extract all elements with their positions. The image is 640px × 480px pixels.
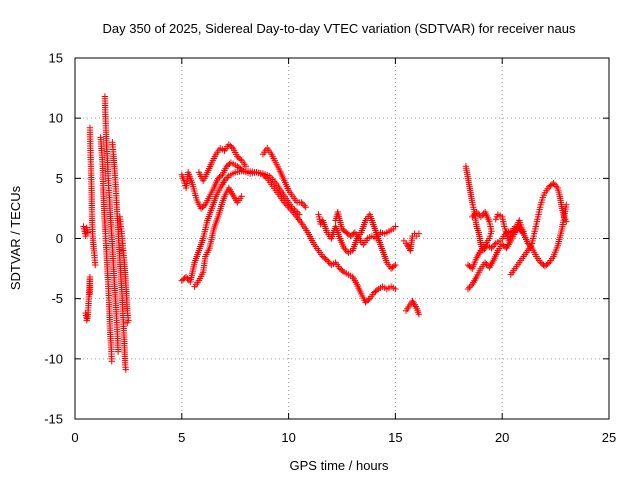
data-point-h: [200, 202, 208, 210]
data-point-g: [373, 287, 381, 294]
data-point-h: [217, 172, 225, 180]
data-point-r: [544, 260, 551, 267]
x-tick-label: 0: [71, 430, 78, 445]
data-point-q: [473, 208, 480, 216]
data-point-a: [86, 290, 94, 298]
data-point-l: [390, 262, 398, 270]
data-point-p: [466, 284, 473, 291]
data-point-g: [365, 296, 372, 304]
data-point-r: [517, 227, 524, 234]
x-axis-label: GPS time / hours: [290, 458, 389, 473]
y-tick-label: 15: [49, 51, 63, 66]
data-point-q: [480, 210, 487, 217]
data-point-j: [236, 155, 244, 163]
data-point-q: [481, 208, 489, 216]
data-point-m: [392, 223, 399, 230]
data-point-j: [242, 163, 250, 170]
data-point-g: [184, 275, 191, 282]
data-point-r: [518, 228, 526, 236]
data-point-n: [415, 311, 423, 318]
data-point-l: [340, 244, 348, 252]
x-tick-label: 10: [281, 430, 295, 445]
y-tick-label: 10: [49, 111, 63, 126]
x-tick-label: 20: [495, 430, 509, 445]
data-point-g: [322, 255, 329, 263]
plot-frame: [74, 57, 610, 420]
data-point-q: [470, 212, 477, 219]
data-point-p: [467, 282, 475, 290]
data-point-d: [114, 348, 122, 355]
data-point-o: [488, 244, 495, 252]
data-point-p: [464, 285, 472, 293]
data-point-b: [92, 261, 99, 269]
data-point-k: [299, 200, 307, 208]
data-point-l: [392, 261, 399, 269]
data-point-g: [392, 285, 399, 293]
chart-title: Day 350 of 2025, Sidereal Day-to-day VTE…: [102, 21, 576, 36]
data-point-n: [415, 230, 423, 237]
x-axis-ticks: 0 5 10 15 20 25: [71, 58, 616, 445]
data-point-g: [323, 256, 331, 264]
x-tick-label: 15: [388, 430, 402, 445]
data-point-p: [481, 259, 489, 266]
y-tick-label: -15: [44, 412, 63, 427]
data-point-k: [301, 202, 308, 209]
data-point-h: [237, 165, 244, 172]
data-point-g: [222, 175, 230, 183]
data-point-i: [238, 193, 245, 200]
data-point-h: [289, 205, 297, 212]
data-point-f: [124, 319, 131, 326]
y-tick-label: -5: [51, 291, 63, 306]
data-point-g: [224, 174, 231, 181]
y-tick-label: -10: [44, 351, 63, 366]
data-point-k: [302, 204, 309, 211]
data-point-k: [298, 199, 305, 206]
data-point-g: [339, 267, 346, 275]
data-point-e: [122, 366, 130, 373]
y-tick-label: 0: [56, 231, 63, 246]
data-point-h: [291, 206, 298, 214]
y-tick-label: 5: [56, 171, 63, 186]
data-point-h: [234, 163, 241, 170]
x-tick-label: 5: [178, 430, 185, 445]
data-point-j: [228, 143, 235, 151]
data-point-g: [221, 177, 228, 184]
grid: [75, 58, 609, 419]
y-axis-ticks: -15 -10 -5 0 5 10 15: [44, 51, 609, 427]
data-point-s: [553, 183, 560, 190]
data-point-m: [350, 230, 357, 237]
data-point-h: [294, 209, 301, 217]
data-point-q: [477, 213, 485, 221]
data-point-a: [84, 229, 92, 236]
data-point-h: [238, 166, 246, 174]
data-point-q: [476, 212, 483, 219]
data-point-o: [491, 241, 498, 249]
data-point-h: [292, 208, 300, 215]
data-point-o: [489, 243, 497, 250]
data-point-q: [471, 210, 479, 217]
data-point-s: [563, 218, 570, 225]
data-point-g: [325, 258, 332, 265]
data-point-q: [469, 213, 476, 221]
data-points: [80, 93, 570, 373]
data-point-g: [182, 273, 190, 281]
data-point-s: [550, 179, 557, 187]
y-axis-label: SDTVAR / TECUs: [8, 185, 23, 290]
data-point-c: [108, 358, 115, 365]
data-point-h: [296, 211, 303, 218]
x-tick-label: 25: [602, 430, 616, 445]
data-point-l: [342, 246, 349, 253]
data-point-s: [551, 181, 559, 188]
data-point-r: [516, 225, 523, 233]
data-point-h: [235, 164, 243, 171]
